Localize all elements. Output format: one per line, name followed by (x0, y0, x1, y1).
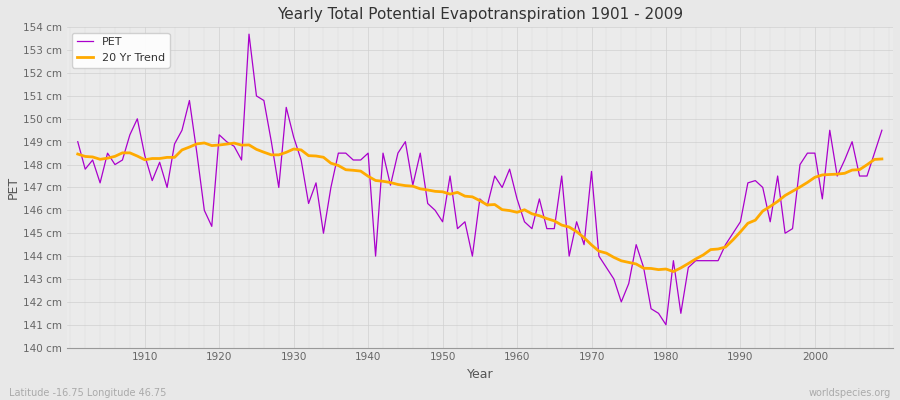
Text: worldspecies.org: worldspecies.org (809, 388, 891, 398)
Title: Yearly Total Potential Evapotranspiration 1901 - 2009: Yearly Total Potential Evapotranspiratio… (277, 7, 683, 22)
PET (877, 128, 887, 133)
Y-axis label: PET: PET (7, 176, 20, 199)
PET (303, 201, 314, 206)
20 Yr Trend (303, 153, 314, 158)
PET (511, 196, 522, 201)
20 Yr Trend (608, 255, 619, 260)
PET (132, 116, 143, 121)
PET (347, 158, 358, 162)
20 Yr Trend (347, 168, 358, 173)
PET (244, 32, 255, 36)
PET (519, 219, 530, 224)
20 Yr Trend (668, 269, 679, 274)
X-axis label: Year: Year (466, 368, 493, 381)
20 Yr Trend (72, 152, 83, 156)
20 Yr Trend (511, 210, 522, 215)
PET (608, 276, 619, 281)
20 Yr Trend (132, 154, 143, 158)
PET (72, 139, 83, 144)
Legend: PET, 20 Yr Trend: PET, 20 Yr Trend (72, 33, 170, 68)
20 Yr Trend (877, 156, 887, 161)
Line: 20 Yr Trend: 20 Yr Trend (77, 143, 882, 272)
Text: Latitude -16.75 Longitude 46.75: Latitude -16.75 Longitude 46.75 (9, 388, 166, 398)
PET (661, 322, 671, 327)
Line: PET: PET (77, 34, 882, 325)
20 Yr Trend (519, 207, 530, 212)
20 Yr Trend (199, 140, 210, 145)
